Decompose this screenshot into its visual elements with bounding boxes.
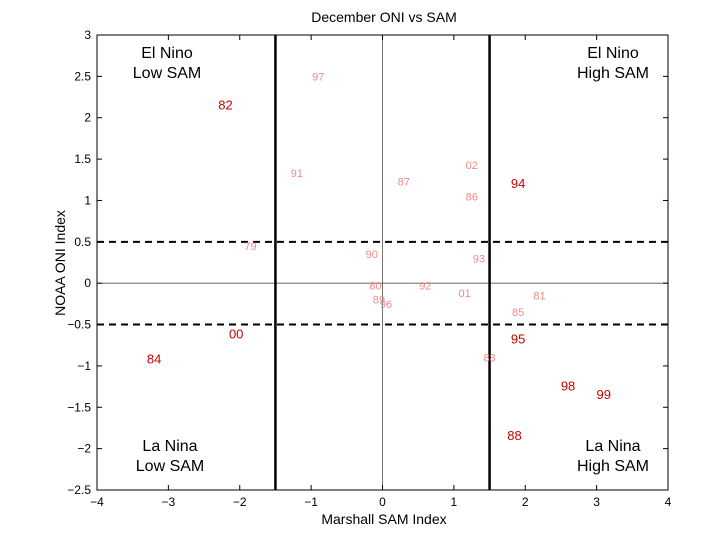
data-point-label-99: 99	[597, 387, 611, 402]
quadrant-label-el-nino-low-sam: El Nino Low SAM	[133, 45, 201, 82]
x-tick-label: −3	[162, 495, 176, 509]
quadrant-label-line: La Nina	[142, 438, 197, 455]
data-point-label-02: 02	[466, 160, 478, 172]
y-tick-label: 0	[84, 276, 91, 290]
data-point-label-95: 95	[511, 331, 525, 346]
data-point-label-85: 85	[512, 307, 524, 319]
data-point-label-81: 81	[533, 291, 545, 303]
y-tick-label: −1.5	[67, 400, 91, 414]
data-point-label-83: 83	[483, 353, 495, 365]
x-tick-label: 4	[665, 495, 672, 509]
y-axis-label: NOAA ONI Index	[52, 210, 68, 316]
x-tick-label: 0	[379, 495, 386, 509]
data-point-label-93: 93	[473, 253, 485, 265]
plot-area: −4 −3 −2 −1 0 1 2 3 4−2.5−2−1.5−1−0.500.511.522.…	[67, 28, 671, 509]
x-tick-label: 3	[593, 495, 600, 509]
quadrant-label-el-nino-high-sam: El Nino High SAM	[577, 45, 649, 82]
data-point-label-94: 94	[511, 176, 525, 191]
y-tick-label: −2	[77, 442, 91, 456]
data-point-label-86: 86	[466, 191, 478, 203]
y-tick-label: 0.5	[74, 235, 91, 249]
data-point-label-79: 79	[244, 241, 256, 253]
data-point-label-92: 92	[419, 281, 431, 293]
data-point-label-98: 98	[561, 379, 575, 394]
x-tick-label: −1	[304, 495, 318, 509]
x-tick-label: 1	[451, 495, 458, 509]
data-point-label-88: 88	[507, 428, 521, 443]
y-tick-label: −0.5	[67, 318, 91, 332]
quadrant-label-line: Low SAM	[133, 65, 201, 82]
quadrant-label-line: El Nino	[141, 45, 193, 62]
quadrant-label-la-nina-high-sam: La Nina High SAM	[577, 438, 649, 475]
x-axis-label: Marshall SAM Index	[321, 511, 446, 527]
x-tick-label: −2	[233, 495, 247, 509]
x-tick-label: 2	[522, 495, 529, 509]
x-tick-label: −4	[90, 495, 104, 509]
data-point-label-89: 89	[373, 295, 385, 307]
quadrant-label-line: Low SAM	[136, 458, 204, 475]
data-point-label-80: 80	[369, 281, 381, 293]
y-tick-label: −1	[77, 359, 91, 373]
data-point-label-82: 82	[218, 97, 232, 112]
y-tick-label: 3	[84, 28, 91, 42]
quadrant-label-line: High SAM	[577, 458, 649, 475]
data-point-label-00: 00	[229, 326, 243, 341]
y-tick-label: 1.5	[74, 152, 91, 166]
y-tick-label: 2	[84, 111, 91, 125]
data-point-label-96: 96	[380, 299, 392, 311]
data-point-label-84: 84	[147, 351, 161, 366]
quadrant-label-line: El Nino	[587, 45, 639, 62]
chart-title: December ONI vs SAM	[311, 9, 456, 25]
data-point-label-90: 90	[366, 249, 378, 261]
y-tick-label: 2.5	[74, 69, 91, 83]
y-tick-label: 1	[84, 193, 91, 207]
data-point-label-91: 91	[291, 168, 303, 180]
quadrant-label-line: La Nina	[585, 438, 640, 455]
quadrant-label-line: High SAM	[577, 65, 649, 82]
data-point-label-87: 87	[398, 176, 410, 188]
quadrant-label-la-nina-low-sam: La Nina Low SAM	[136, 438, 204, 475]
data-point-label-01: 01	[458, 288, 470, 300]
y-tick-label: −2.5	[67, 483, 91, 497]
data-point-label-97: 97	[312, 71, 324, 83]
